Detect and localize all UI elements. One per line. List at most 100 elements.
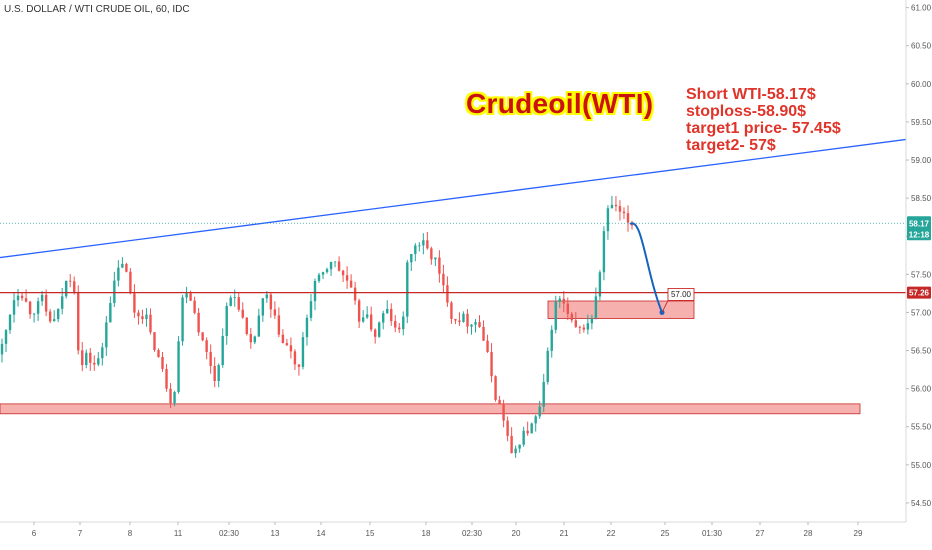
candle-body <box>329 262 333 270</box>
candle-body <box>28 301 32 315</box>
x-tick-label: 25 <box>661 529 670 538</box>
candle-body <box>426 240 429 249</box>
x-tick-label: 22 <box>607 529 616 538</box>
candle-body <box>390 308 393 322</box>
candle-body <box>498 399 501 404</box>
candle-body <box>161 357 164 370</box>
candle-body <box>474 322 477 325</box>
x-tick-label: 14 <box>317 529 326 538</box>
trade-notes: Short WTI-58.17$ stoploss-58.90$ target1… <box>686 86 841 154</box>
x-tick-label: 7 <box>78 529 83 538</box>
candle-body <box>594 296 598 319</box>
candle-body <box>65 280 68 297</box>
candle-body <box>281 334 285 344</box>
plot-area <box>0 0 906 522</box>
candle-body <box>265 294 269 299</box>
note-short-entry: Short WTI-58.17$ <box>686 86 816 103</box>
candle-body <box>518 444 521 449</box>
candle-body <box>121 263 124 268</box>
price-tags: 58.17 12:18 57.26 <box>907 216 931 299</box>
candle-body <box>410 254 413 263</box>
candle-body <box>285 343 289 346</box>
candle-body <box>614 204 618 207</box>
candle-body <box>217 365 220 382</box>
candle-body <box>313 280 317 302</box>
candle-body <box>353 287 357 301</box>
candle-body <box>341 270 345 276</box>
candle-body <box>145 314 148 320</box>
x-tick-label: 27 <box>756 529 765 538</box>
candle-body <box>249 334 252 343</box>
candle-body <box>626 213 630 223</box>
x-tick-label: 18 <box>422 529 431 538</box>
candle-body <box>0 343 4 355</box>
candle-body <box>365 314 369 318</box>
x-tick-label: 13 <box>271 529 280 538</box>
candle-body <box>546 350 549 383</box>
candle-body <box>325 269 329 273</box>
candle-body <box>502 403 505 421</box>
candle-body <box>438 257 441 274</box>
candle-body <box>566 303 569 314</box>
y-tick-label: 56.00 <box>911 385 932 394</box>
candle-body <box>394 321 397 328</box>
candle-body <box>48 311 52 322</box>
candle-body <box>52 319 56 322</box>
time-axis[interactable]: 6 7 8 11 02:30 13 14 15 18 02:30 20 21 22 25 01:30 27 28… <box>32 522 863 538</box>
candle-body <box>562 298 565 304</box>
candle-body <box>414 245 417 255</box>
candle-body <box>357 300 361 322</box>
y-tick-label: 57.00 <box>911 308 932 317</box>
countdown-label: 12:18 <box>909 230 930 239</box>
candle-body <box>586 323 590 330</box>
candle-body <box>506 420 509 436</box>
candle-body <box>173 391 176 404</box>
candle-body <box>149 314 152 333</box>
candle-body <box>458 320 461 322</box>
candle-body <box>113 280 116 304</box>
price-axis[interactable]: 61.0060.5060.0059.5059.0058.5058.0057.50… <box>906 4 932 508</box>
candle-body <box>293 351 297 365</box>
candle-body <box>442 273 445 286</box>
candle-body <box>77 292 80 351</box>
note-stoploss: stoploss-58.90$ <box>686 103 807 120</box>
candle-body <box>101 347 104 359</box>
candle-body <box>514 448 517 454</box>
y-tick-label: 60.50 <box>911 42 932 51</box>
candle-body <box>193 300 196 313</box>
zones <box>0 300 861 415</box>
candle-body <box>233 297 236 298</box>
candle-body <box>361 317 365 322</box>
candle-body <box>40 294 44 302</box>
candle-body <box>510 435 513 454</box>
candle-body <box>125 263 128 272</box>
candle-body <box>153 332 156 351</box>
candle-body <box>618 206 622 212</box>
candle-body <box>56 308 60 320</box>
candle-body <box>273 309 277 316</box>
candle-body <box>129 271 132 294</box>
symbol-label[interactable]: U.S. DOLLAR / WTI CRUDE OIL, 60, IDC <box>4 4 190 15</box>
x-tick-label: 11 <box>174 529 183 538</box>
candle-body <box>81 350 84 366</box>
y-tick-label: 55.00 <box>911 461 932 470</box>
candle-body <box>434 257 437 260</box>
candle-body <box>534 416 537 424</box>
candle-body <box>117 267 120 281</box>
candle-body <box>261 298 265 316</box>
candle-body <box>462 313 465 322</box>
candle-body <box>522 430 525 445</box>
y-tick-label: 61.00 <box>911 4 932 13</box>
candle-body <box>297 364 301 367</box>
candle-body <box>36 301 40 314</box>
x-tick-label: 01:30 <box>702 529 723 538</box>
candle-body <box>44 294 48 312</box>
candle-body <box>337 261 341 271</box>
candle-body <box>237 297 240 310</box>
x-tick-label: 21 <box>560 529 569 538</box>
candle-body <box>470 324 473 327</box>
note-target1: target1 price- 57.45$ <box>686 120 841 137</box>
candle-body <box>185 293 188 298</box>
candle-body <box>177 341 180 392</box>
